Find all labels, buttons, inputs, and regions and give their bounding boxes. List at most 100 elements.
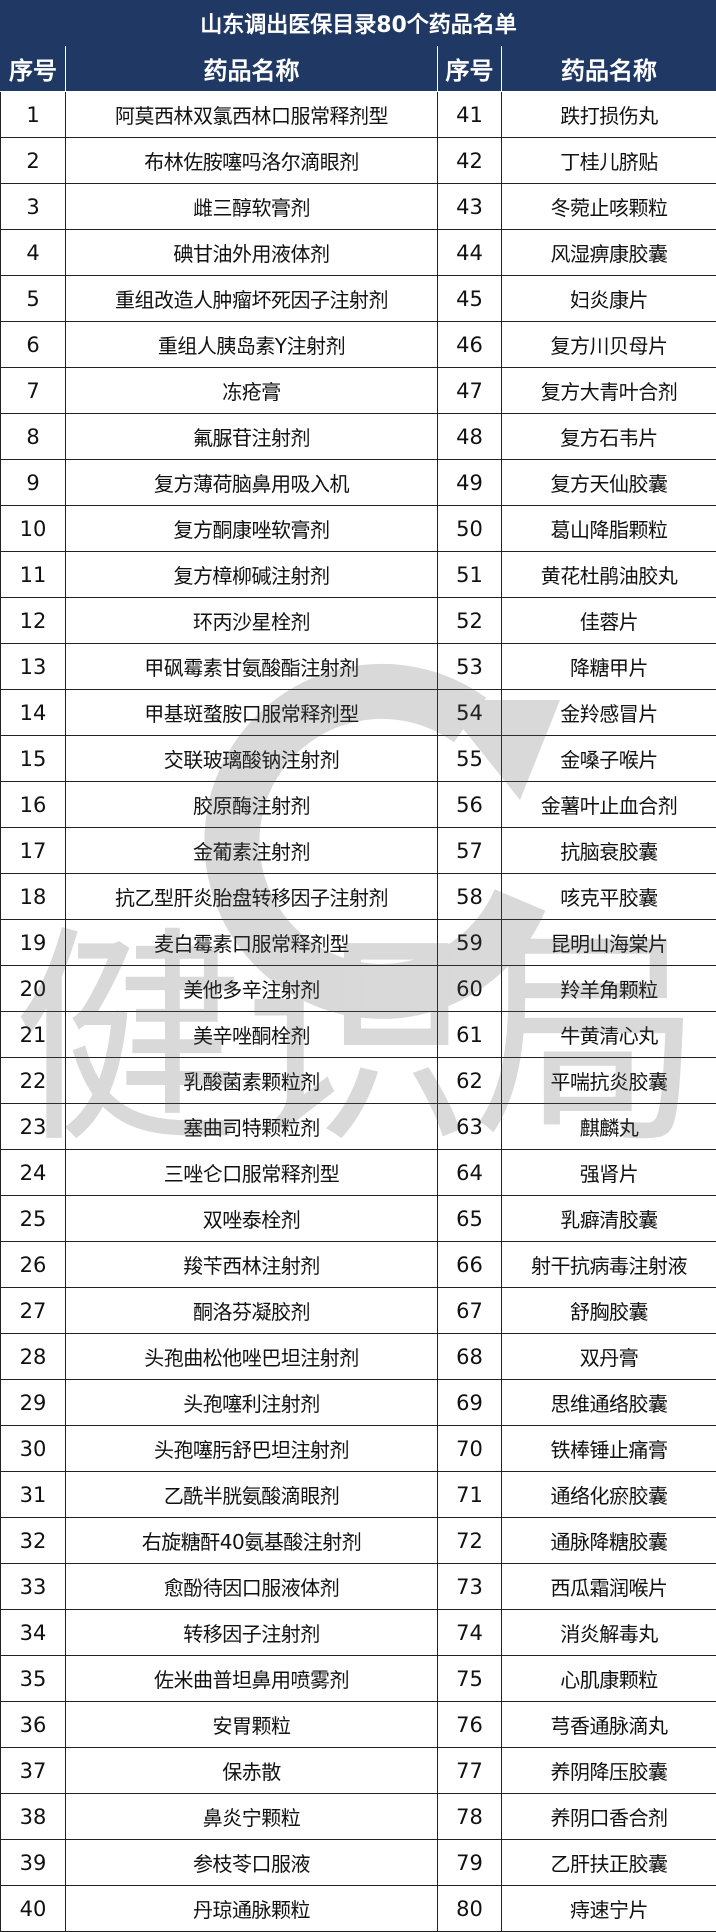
drug-name: 丹琼通脉颗粒 (66, 1886, 438, 1932)
row-number: 54 (438, 690, 502, 736)
drug-name: 雌三醇软膏剂 (66, 184, 438, 230)
drug-name: 胶原酶注射剂 (66, 782, 438, 828)
drug-name: 酮洛芬凝胶剂 (66, 1288, 438, 1334)
row-number: 45 (438, 276, 502, 322)
drug-name: 重组改造人肿瘤坏死因子注射剂 (66, 276, 438, 322)
drug-name: 佐米曲普坦鼻用喷雾剂 (66, 1656, 438, 1702)
row-number: 36 (1, 1702, 66, 1748)
drug-name: 布林佐胺噻吗洛尔滴眼剂 (66, 138, 438, 184)
row-number: 6 (1, 322, 66, 368)
row-number: 31 (1, 1472, 66, 1518)
row-number: 75 (438, 1656, 502, 1702)
row-number: 32 (1, 1518, 66, 1564)
row-number: 37 (1, 1748, 66, 1794)
row-number: 23 (1, 1104, 66, 1150)
drug-name: 通脉降糖胶囊 (502, 1518, 716, 1564)
table-title: 山东调出医保目录80个药品名单 (1, 1, 716, 46)
row-number: 58 (438, 874, 502, 920)
drug-name: 芎香通脉滴丸 (502, 1702, 716, 1748)
drug-name: 乳酸菌素颗粒剂 (66, 1058, 438, 1104)
drug-name: 复方樟柳碱注射剂 (66, 552, 438, 598)
drug-name: 乙酰半胱氨酸滴眼剂 (66, 1472, 438, 1518)
drug-name: 消炎解毒丸 (502, 1610, 716, 1656)
drug-name: 氟脲苷注射剂 (66, 414, 438, 460)
row-number: 79 (438, 1840, 502, 1886)
drug-name: 养阴降压胶囊 (502, 1748, 716, 1794)
row-number: 18 (1, 874, 66, 920)
drug-name: 麦白霉素口服常释剂型 (66, 920, 438, 966)
row-number: 25 (1, 1196, 66, 1242)
row-number: 8 (1, 414, 66, 460)
row-number: 3 (1, 184, 66, 230)
drug-name: 复方大青叶合剂 (502, 368, 716, 414)
row-number: 28 (1, 1334, 66, 1380)
drug-name: 牛黄清心丸 (502, 1012, 716, 1058)
row-number: 60 (438, 966, 502, 1012)
drug-name: 交联玻璃酸钠注射剂 (66, 736, 438, 782)
drug-name: 头孢曲松他唑巴坦注射剂 (66, 1334, 438, 1380)
drug-name: 头孢噻利注射剂 (66, 1380, 438, 1426)
row-number: 1 (1, 92, 66, 138)
row-number: 9 (1, 460, 66, 506)
row-number: 59 (438, 920, 502, 966)
drug-name: 复方天仙胶囊 (502, 460, 716, 506)
drug-name: 塞曲司特颗粒剂 (66, 1104, 438, 1150)
drug-name: 降糖甲片 (502, 644, 716, 690)
drug-name: 环丙沙星栓剂 (66, 598, 438, 644)
drug-name: 平喘抗炎胶囊 (502, 1058, 716, 1104)
drug-name: 复方石韦片 (502, 414, 716, 460)
row-number: 19 (1, 920, 66, 966)
drug-name: 麒麟丸 (502, 1104, 716, 1150)
row-number: 12 (1, 598, 66, 644)
drug-name: 羚羊角颗粒 (502, 966, 716, 1012)
row-number: 41 (438, 92, 502, 138)
row-number: 22 (1, 1058, 66, 1104)
drug-name: 乙肝扶正胶囊 (502, 1840, 716, 1886)
row-number: 76 (438, 1702, 502, 1748)
row-number: 24 (1, 1150, 66, 1196)
header-row: 序号 药品名称 序号 药品名称 (1, 46, 716, 92)
drug-name: 愈酚待因口服液体剂 (66, 1564, 438, 1610)
drug-name: 碘甘油外用液体剂 (66, 230, 438, 276)
drug-name: 羧苄西林注射剂 (66, 1242, 438, 1288)
drug-name: 抗乙型肝炎胎盘转移因子注射剂 (66, 874, 438, 920)
row-number: 11 (1, 552, 66, 598)
drug-name: 丁桂儿脐贴 (502, 138, 716, 184)
row-number: 66 (438, 1242, 502, 1288)
drug-name: 右旋糖酐40氨基酸注射剂 (66, 1518, 438, 1564)
drug-name: 头孢噻肟舒巴坦注射剂 (66, 1426, 438, 1472)
row-number: 7 (1, 368, 66, 414)
drug-name: 西瓜霜润喉片 (502, 1564, 716, 1610)
drug-name: 妇炎康片 (502, 276, 716, 322)
drug-name: 佳蓉片 (502, 598, 716, 644)
drug-name: 葛山降脂颗粒 (502, 506, 716, 552)
row-number: 49 (438, 460, 502, 506)
drug-name: 冬菀止咳颗粒 (502, 184, 716, 230)
drug-name: 射干抗病毒注射液 (502, 1242, 716, 1288)
drug-name: 舒胸胶囊 (502, 1288, 716, 1334)
row-number: 17 (1, 828, 66, 874)
drug-name: 重组人胰岛素Y注射剂 (66, 322, 438, 368)
drug-name: 美辛唑酮栓剂 (66, 1012, 438, 1058)
row-number: 53 (438, 644, 502, 690)
row-number: 5 (1, 276, 66, 322)
row-number: 69 (438, 1380, 502, 1426)
row-number: 67 (438, 1288, 502, 1334)
drug-name: 养阴口香合剂 (502, 1794, 716, 1840)
